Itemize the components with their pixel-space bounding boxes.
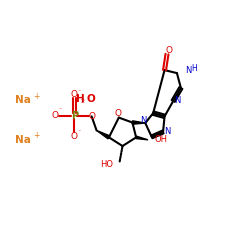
Text: ⁻: ⁻ [58,108,61,114]
Text: H: H [76,94,84,104]
Text: N: N [164,127,170,136]
Text: +: + [33,92,39,100]
Text: O: O [166,46,172,55]
Text: O: O [51,110,58,120]
Text: ⁻: ⁻ [78,131,81,136]
Text: P: P [71,111,78,121]
Text: 2: 2 [81,99,85,104]
Text: H: H [191,64,197,73]
Text: Na: Na [15,135,31,145]
Polygon shape [96,130,110,139]
Text: O: O [114,110,121,118]
Text: N: N [185,66,192,74]
Text: N: N [174,96,180,105]
Text: Na: Na [15,95,31,105]
Text: ⁻: ⁻ [78,90,81,95]
Text: O: O [71,132,78,140]
Polygon shape [132,121,145,124]
Polygon shape [136,136,148,140]
Text: O: O [87,94,96,104]
Text: +: + [33,131,39,140]
Text: N: N [140,116,146,125]
Text: HO: HO [100,160,114,169]
Text: OH: OH [155,135,168,144]
Text: O: O [88,112,95,121]
Text: O: O [71,90,78,99]
